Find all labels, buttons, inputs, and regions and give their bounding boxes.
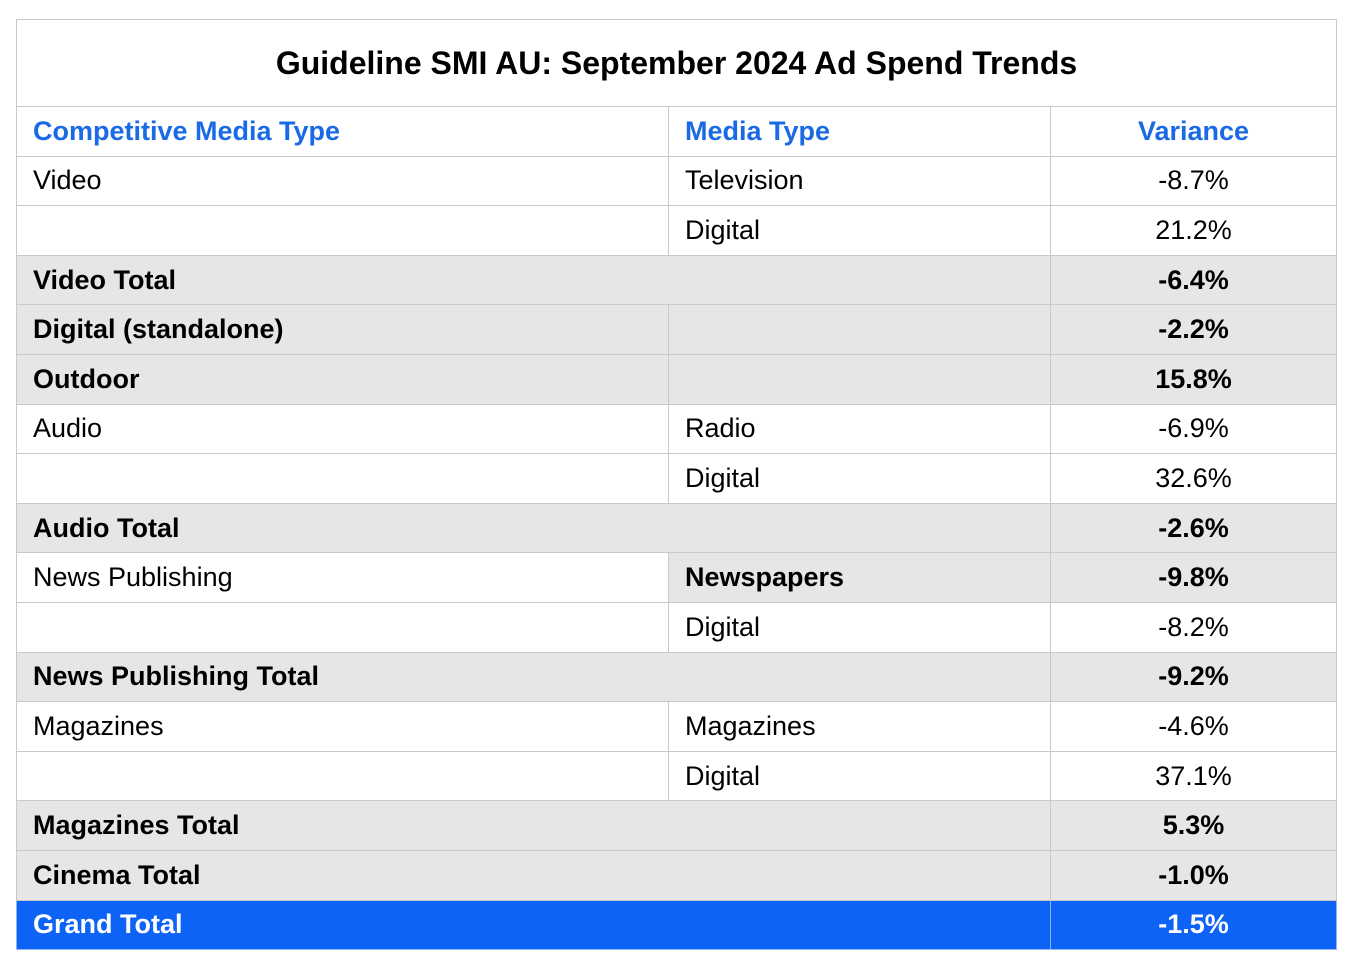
table-row-magazines-magazines: Magazines Magazines -4.6%: [16, 701, 1338, 752]
cell-media: Digital: [668, 453, 1051, 504]
cell-variance: -6.9%: [1049, 403, 1338, 455]
cell-variance: 5.3%: [1049, 800, 1338, 851]
table-row-news-newspapers: News Publishing Newspapers -9.8%: [16, 552, 1338, 603]
cell-media: Radio: [668, 403, 1051, 455]
table-row-audio-radio: Audio Radio -6.9%: [16, 403, 1338, 455]
cell-competitive: Outdoor: [16, 353, 669, 405]
cell-media: Digital: [668, 601, 1051, 653]
table-row-video-digital: Digital 21.2%: [16, 205, 1338, 256]
table-row-cinema-total: Cinema Total -1.0%: [16, 849, 1338, 901]
cell-competitive: Digital (standalone): [16, 304, 669, 355]
cell-competitive: Grand Total: [16, 899, 1051, 951]
cell-variance: -4.6%: [1049, 701, 1338, 752]
cell-variance: -8.2%: [1049, 601, 1338, 653]
table-row-news-digital: Digital -8.2%: [16, 601, 1338, 653]
header-variance: Variance: [1049, 106, 1338, 157]
cell-competitive: [16, 453, 669, 504]
table-row-video-television: Video Television -8.7%: [16, 155, 1338, 207]
cell-competitive: Magazines Total: [16, 800, 1051, 851]
cell-competitive: Audio Total: [16, 502, 1051, 554]
table-row-grand-total: Grand Total -1.5%: [16, 899, 1338, 951]
header-competitive-media-type: Competitive Media Type: [16, 106, 669, 157]
title-row: Guideline SMI AU: September 2024 Ad Spen…: [15, 19, 1338, 107]
cell-media: Digital: [668, 205, 1051, 256]
cell-competitive: Audio: [16, 403, 669, 455]
table-row-news-publishing-total: News Publishing Total -9.2%: [16, 651, 1338, 703]
cell-variance: 21.2%: [1049, 205, 1338, 256]
cell-variance: -6.4%: [1049, 254, 1338, 306]
table-row-outdoor: Outdoor 15.8%: [16, 353, 1338, 405]
table-row-audio-digital: Digital 32.6%: [16, 453, 1338, 504]
cell-media: [668, 304, 1051, 355]
cell-variance: 37.1%: [1049, 750, 1338, 802]
cell-variance: -2.2%: [1049, 304, 1338, 355]
table-row-magazines-total: Magazines Total 5.3%: [16, 800, 1338, 851]
cell-media: Newspapers: [668, 552, 1051, 603]
cell-variance: -9.8%: [1049, 552, 1338, 603]
cell-variance: -2.6%: [1049, 502, 1338, 554]
cell-competitive: [16, 750, 669, 802]
cell-variance: -1.0%: [1049, 849, 1338, 901]
cell-media: Digital: [668, 750, 1051, 802]
cell-competitive: Video Total: [16, 254, 1051, 306]
cell-competitive: Video: [16, 155, 669, 207]
table-row-digital-standalone: Digital (standalone) -2.2%: [16, 304, 1338, 355]
ad-spend-table: Guideline SMI AU: September 2024 Ad Spen…: [15, 19, 1338, 951]
cell-competitive: Magazines: [16, 701, 669, 752]
cell-variance: 32.6%: [1049, 453, 1338, 504]
table-row-video-total: Video Total -6.4%: [16, 254, 1338, 306]
table-row-audio-total: Audio Total -2.6%: [16, 502, 1338, 554]
table-title: Guideline SMI AU: September 2024 Ad Spen…: [15, 19, 1338, 107]
cell-competitive: Cinema Total: [16, 849, 1051, 901]
cell-media: [668, 353, 1051, 405]
cell-media: Television: [668, 155, 1051, 207]
cell-competitive: [16, 205, 669, 256]
cell-variance: -1.5%: [1049, 899, 1338, 951]
header-media-type: Media Type: [668, 106, 1051, 157]
header-row: Competitive Media Type Media Type Varian…: [16, 106, 1338, 157]
cell-competitive: News Publishing Total: [16, 651, 1051, 703]
cell-competitive: [16, 601, 669, 653]
cell-variance: 15.8%: [1049, 353, 1338, 405]
cell-variance: -9.2%: [1049, 651, 1338, 703]
cell-variance: -8.7%: [1049, 155, 1338, 207]
cell-competitive: News Publishing: [16, 552, 669, 603]
cell-media: Magazines: [668, 701, 1051, 752]
ad-spend-table-container: Guideline SMI AU: September 2024 Ad Spen…: [15, 19, 1338, 951]
table-row-magazines-digital: Digital 37.1%: [16, 750, 1338, 802]
